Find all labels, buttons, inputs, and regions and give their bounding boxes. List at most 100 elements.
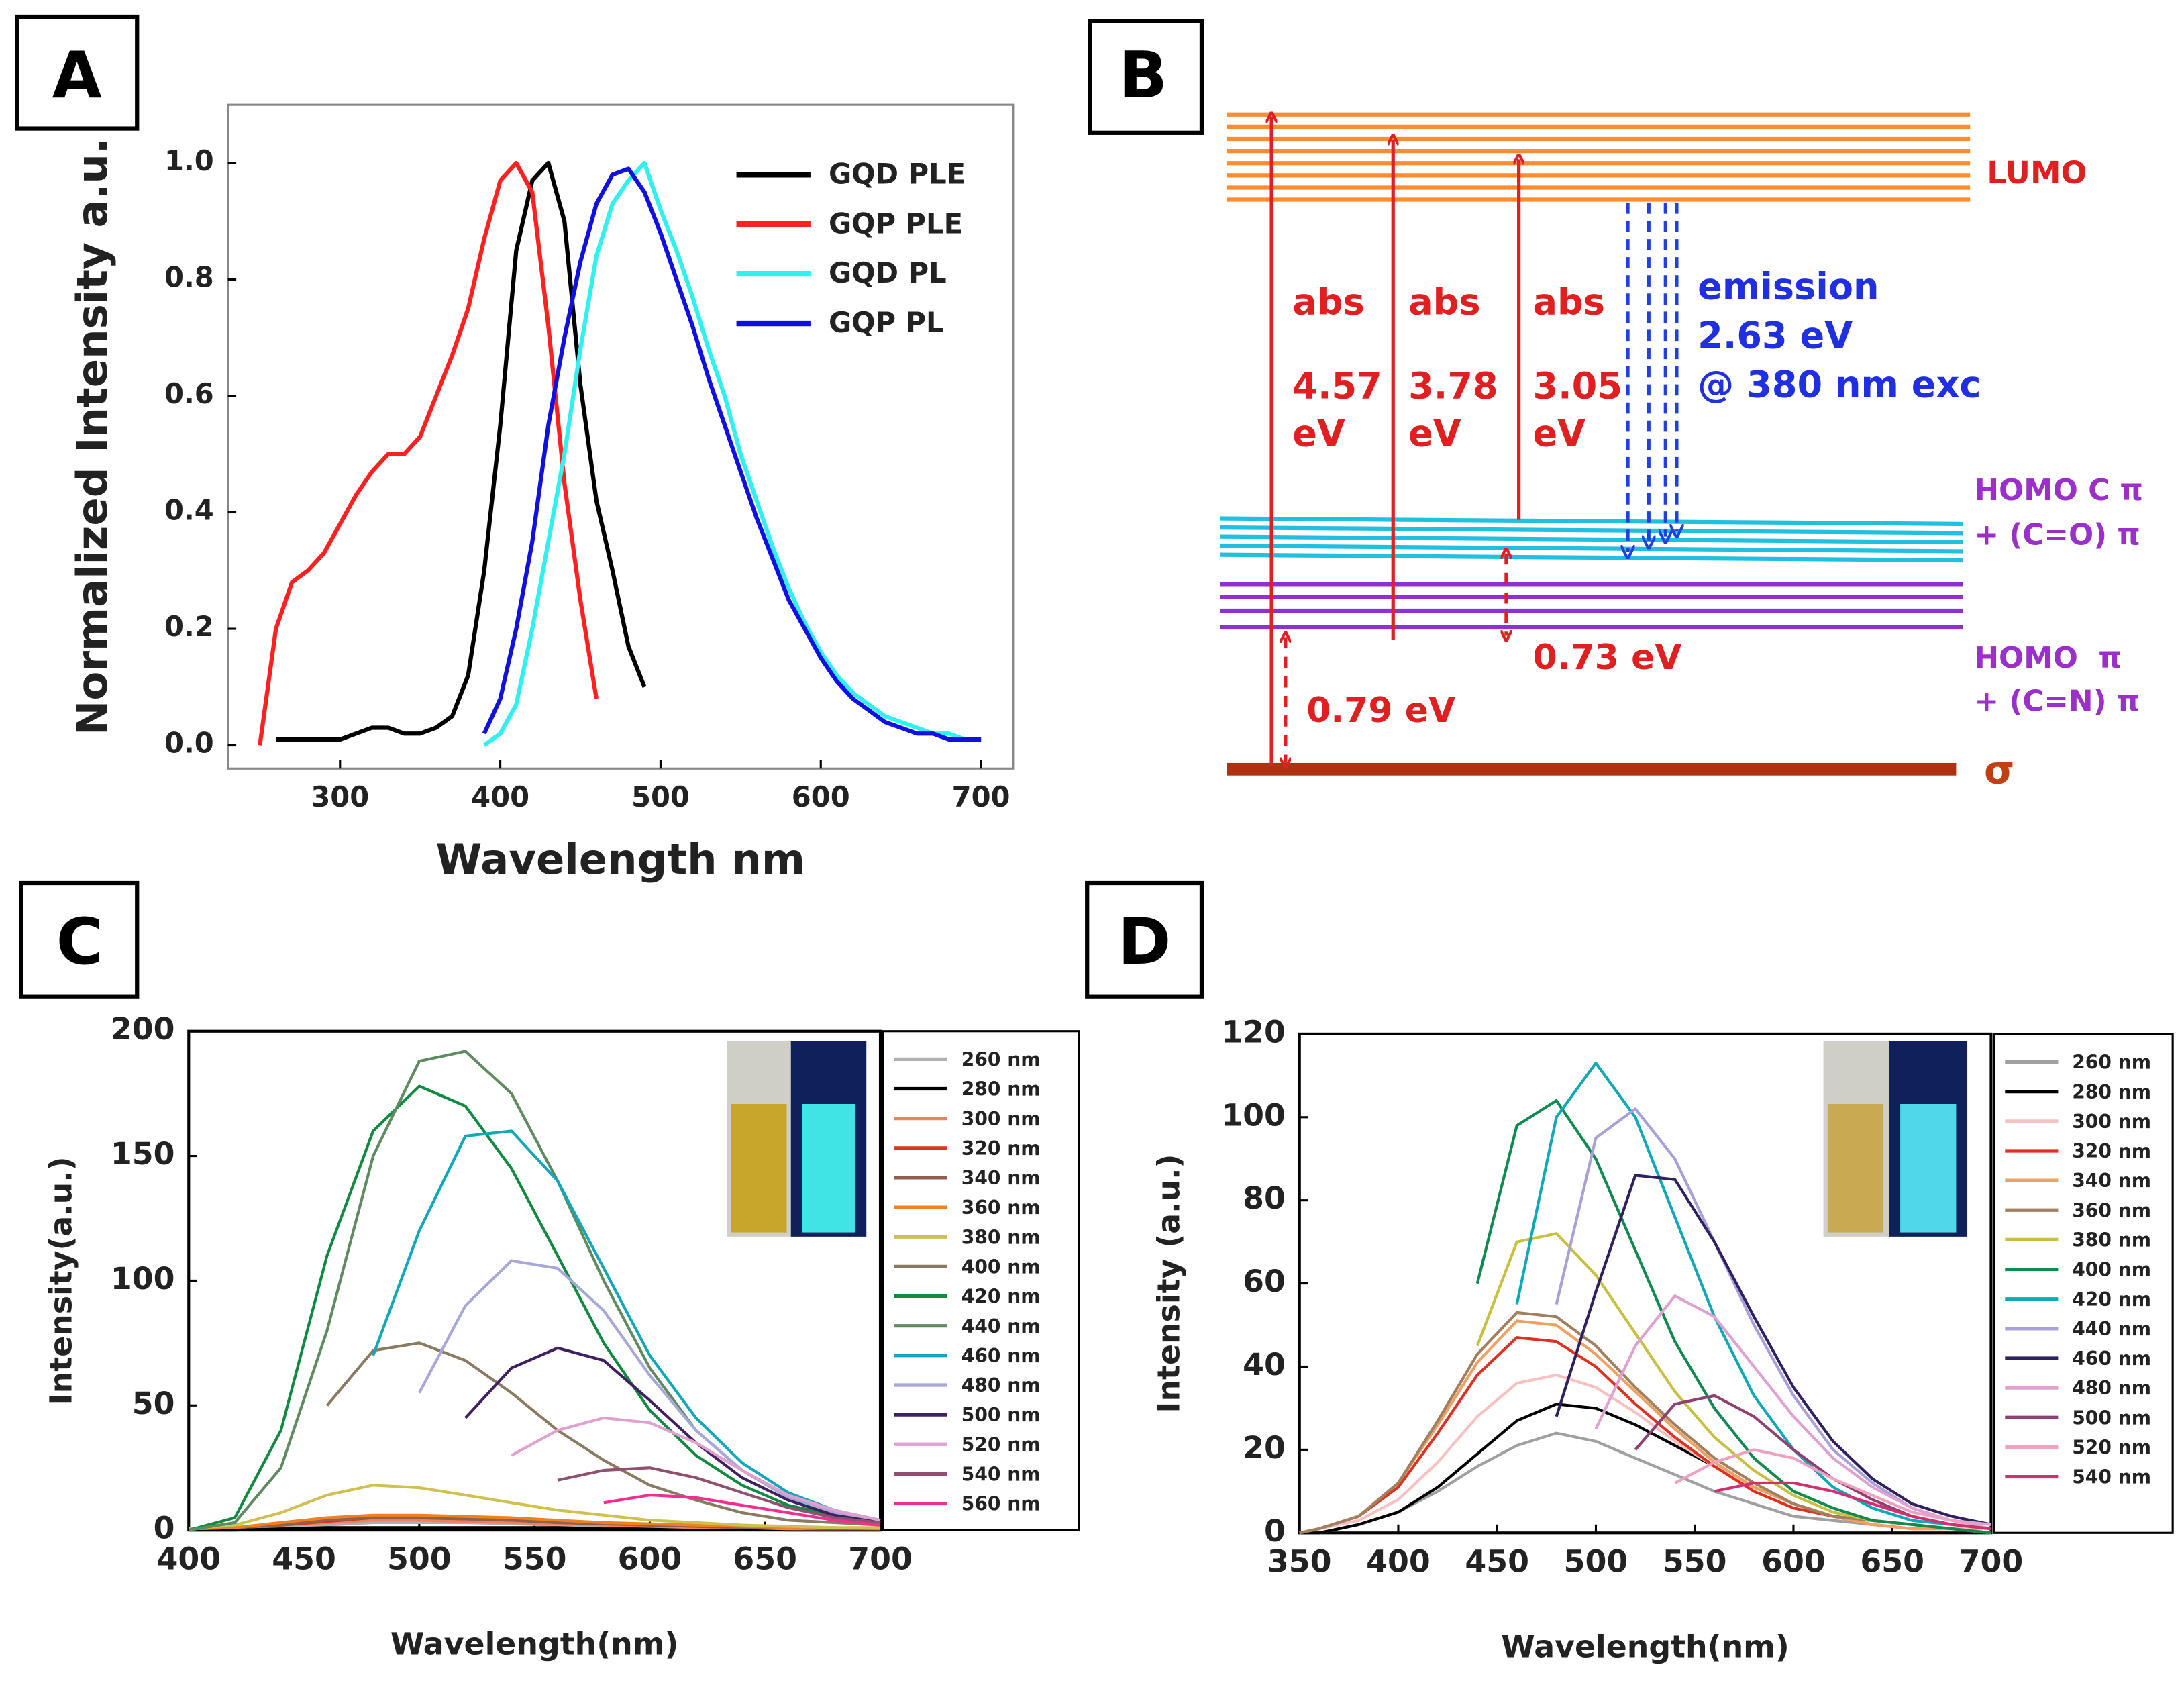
transition-label: abs bbox=[1292, 281, 1364, 323]
y-tick-label: 0.0 bbox=[164, 727, 214, 760]
legend-box bbox=[882, 1030, 1080, 1531]
y-axis-title: Intensity(a.u.) bbox=[42, 1156, 79, 1405]
homo-co-level bbox=[1220, 516, 1963, 526]
panel-label: C bbox=[56, 904, 103, 979]
series-line bbox=[1555, 1174, 1991, 1526]
series-line bbox=[1594, 1294, 1991, 1526]
legend-label: 420 nm bbox=[2072, 1288, 2151, 1311]
y-tick-label: 150 bbox=[111, 1135, 175, 1172]
legend-label: 500 nm bbox=[961, 1404, 1041, 1426]
x-tick-label: 600 bbox=[1761, 1543, 1826, 1580]
y-tick-label: 100 bbox=[111, 1260, 175, 1296]
y-tick-label: 200 bbox=[111, 1011, 175, 1047]
inset-photo bbox=[726, 1041, 1968, 1237]
y-tick-label: 100 bbox=[1221, 1097, 1286, 1133]
x-tick-label: 400 bbox=[156, 1540, 221, 1576]
homo-co-level bbox=[1220, 544, 1963, 554]
legend-label: 500 nm bbox=[2072, 1407, 2151, 1429]
y-tick-label: 0.4 bbox=[164, 494, 214, 527]
legend-label: 360 nm bbox=[2072, 1199, 2151, 1221]
y-tick-label: 60 bbox=[1243, 1263, 1286, 1299]
legend-label: 320 nm bbox=[961, 1137, 1041, 1160]
series-line bbox=[511, 1416, 881, 1522]
series-line bbox=[258, 160, 599, 746]
legend-label: 320 nm bbox=[2072, 1140, 2151, 1162]
y-tick-label: 0.8 bbox=[164, 260, 214, 293]
legend-label: 460 nm bbox=[961, 1345, 1041, 1367]
panel-label: A bbox=[52, 38, 102, 113]
legend-label: 300 nm bbox=[961, 1108, 1041, 1130]
legend-label: 480 nm bbox=[2072, 1377, 2151, 1399]
transition-unit: eV bbox=[1408, 412, 1461, 454]
x-axis-title: Wavelength nm bbox=[436, 835, 805, 884]
legend-label: 260 nm bbox=[2072, 1052, 2151, 1074]
level-label: LUMO bbox=[1987, 154, 2087, 191]
series-line bbox=[1674, 1448, 1991, 1531]
x-tick-label: 450 bbox=[272, 1540, 336, 1576]
legend-label: 260 nm bbox=[961, 1048, 1041, 1070]
legend-label: 420 nm bbox=[961, 1286, 1041, 1308]
level-label: σ bbox=[1984, 748, 2014, 793]
level-label: + (C=N) π bbox=[1974, 684, 2140, 718]
x-tick-label: 400 bbox=[471, 780, 529, 813]
legend-label: 280 nm bbox=[2072, 1081, 2151, 1103]
gap-label: 0.73 eV bbox=[1532, 638, 1682, 678]
series-line bbox=[1299, 1431, 1991, 1535]
transition-label: abs bbox=[1532, 281, 1604, 323]
panel-label: B bbox=[1119, 38, 1167, 113]
level-label: + (C=O) π bbox=[1974, 518, 2140, 552]
legend-label: 380 nm bbox=[961, 1226, 1041, 1248]
emission-excitation: @ 380 nm exc bbox=[1698, 363, 1981, 405]
plot-frame bbox=[227, 103, 1015, 770]
y-tick-label: 50 bbox=[132, 1385, 175, 1421]
legend-label: 360 nm bbox=[961, 1196, 1041, 1219]
legend-label: GQP PL bbox=[829, 306, 944, 339]
panel-label: D bbox=[1118, 904, 1172, 979]
y-tick-label: 0 bbox=[154, 1510, 175, 1546]
legend-label: 520 nm bbox=[2072, 1437, 2151, 1459]
series-line bbox=[1299, 1336, 1991, 1535]
legend-label: 400 nm bbox=[961, 1256, 1041, 1278]
legend-label: 460 nm bbox=[2072, 1347, 2151, 1370]
y-tick-label: 20 bbox=[1243, 1429, 1286, 1466]
y-tick-label: 40 bbox=[1243, 1346, 1286, 1382]
series-line bbox=[418, 1259, 881, 1524]
legend-label: 340 nm bbox=[961, 1167, 1041, 1189]
emission-energy: 2.63 eV bbox=[1698, 315, 1853, 357]
transition-unit: eV bbox=[1292, 412, 1345, 454]
legend-label: GQP PLE bbox=[829, 207, 963, 240]
legend-label: 340 nm bbox=[2072, 1170, 2151, 1192]
panel-label-box bbox=[15, 14, 1204, 999]
homo-co-level bbox=[1220, 534, 1963, 545]
series-line bbox=[464, 1346, 881, 1524]
x-axis-title: Wavelength(nm) bbox=[391, 1625, 679, 1662]
y-tick-label: 120 bbox=[1221, 1013, 1286, 1050]
y-tick-label: 0.6 bbox=[164, 377, 214, 410]
transition-energy: 4.57 bbox=[1292, 365, 1382, 407]
x-tick-label: 300 bbox=[311, 780, 369, 813]
x-tick-label: 650 bbox=[1860, 1543, 1924, 1580]
x-tick-label: 600 bbox=[792, 780, 850, 813]
x-tick-label: 550 bbox=[1663, 1543, 1727, 1580]
legend-label: 440 nm bbox=[2072, 1318, 2151, 1340]
series-line bbox=[188, 1084, 881, 1532]
series-line bbox=[482, 166, 982, 742]
x-tick-label: 700 bbox=[848, 1540, 913, 1576]
legend-box bbox=[1993, 1033, 2174, 1534]
series-line bbox=[557, 1466, 881, 1524]
legend-label: 520 nm bbox=[961, 1433, 1041, 1456]
x-tick-label: 400 bbox=[1366, 1543, 1431, 1580]
series-line bbox=[603, 1493, 881, 1527]
transition-energy: 3.78 bbox=[1408, 365, 1498, 407]
x-tick-label: 350 bbox=[1267, 1543, 1332, 1580]
series-line bbox=[482, 160, 982, 748]
transition-label: abs bbox=[1408, 281, 1480, 323]
x-tick-label: 550 bbox=[503, 1540, 567, 1576]
series-line bbox=[189, 1484, 881, 1531]
y-tick-label: 80 bbox=[1243, 1180, 1286, 1216]
legend-label: 300 nm bbox=[2072, 1111, 2151, 1133]
legend-label: 540 nm bbox=[961, 1463, 1041, 1485]
legend-label: 400 nm bbox=[2072, 1259, 2151, 1281]
legend-label: 440 nm bbox=[961, 1315, 1041, 1337]
series-line bbox=[1515, 1062, 1991, 1531]
